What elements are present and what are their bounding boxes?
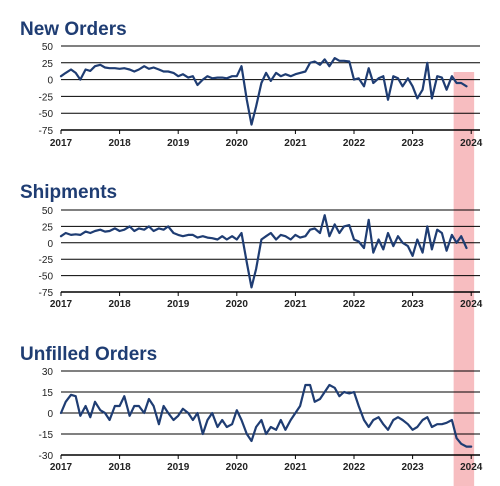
x-tick-label: 2017 xyxy=(50,299,73,310)
y-tick-label: -50 xyxy=(39,272,54,283)
y-tick-label: 25 xyxy=(42,222,54,233)
panel-title: New Orders xyxy=(20,19,127,40)
y-tick-label: -75 xyxy=(39,288,54,299)
x-tick-label: 2023 xyxy=(401,462,424,473)
x-tick-label: 2018 xyxy=(108,138,131,149)
panel-title: Unfilled Orders xyxy=(20,344,157,365)
series-line xyxy=(59,56,468,126)
x-tick-label: 2023 xyxy=(401,138,424,149)
x-tick-label: 2020 xyxy=(226,462,249,473)
x-tick-label: 2024 xyxy=(460,299,483,310)
x-tick-label: 2019 xyxy=(167,138,190,149)
x-tick-label: 2017 xyxy=(50,462,73,473)
x-tick-label: 2020 xyxy=(226,299,249,310)
y-tick-label: 25 xyxy=(42,59,54,70)
x-tick-label: 2017 xyxy=(50,138,73,149)
y-tick-label: 0 xyxy=(47,76,53,87)
y-tick-label: 15 xyxy=(42,388,54,399)
x-tick-label: 2021 xyxy=(284,299,307,310)
x-tick-label: 2024 xyxy=(460,138,483,149)
x-tick-label: 2022 xyxy=(343,462,366,473)
x-tick-label: 2018 xyxy=(108,462,131,473)
y-tick-label: 50 xyxy=(42,206,54,217)
series-line xyxy=(59,383,473,448)
y-tick-label: -75 xyxy=(39,126,54,137)
y-tick-label: -50 xyxy=(39,109,54,120)
y-tick-label: -25 xyxy=(39,92,54,103)
y-tick-label: 0 xyxy=(47,239,53,250)
x-tick-label: 2021 xyxy=(284,462,307,473)
x-tick-label: 2019 xyxy=(167,299,190,310)
y-tick-label: 50 xyxy=(42,42,54,53)
x-tick-label: 2022 xyxy=(343,299,366,310)
panel-title: Shipments xyxy=(20,182,117,203)
x-tick-label: 2024 xyxy=(460,462,483,473)
series-line xyxy=(59,214,468,289)
y-tick-label: 30 xyxy=(42,367,54,378)
x-tick-label: 2022 xyxy=(343,138,366,149)
y-tick-label: 0 xyxy=(47,409,53,420)
y-tick-label: -25 xyxy=(39,255,54,266)
x-tick-label: 2018 xyxy=(108,299,131,310)
x-tick-label: 2021 xyxy=(284,138,307,149)
x-tick-label: 2019 xyxy=(167,462,190,473)
y-tick-label: -15 xyxy=(39,430,54,441)
x-tick-label: 2020 xyxy=(226,138,249,149)
y-tick-label: -30 xyxy=(39,451,54,462)
x-tick-label: 2023 xyxy=(401,299,424,310)
highlight-band xyxy=(453,72,475,486)
